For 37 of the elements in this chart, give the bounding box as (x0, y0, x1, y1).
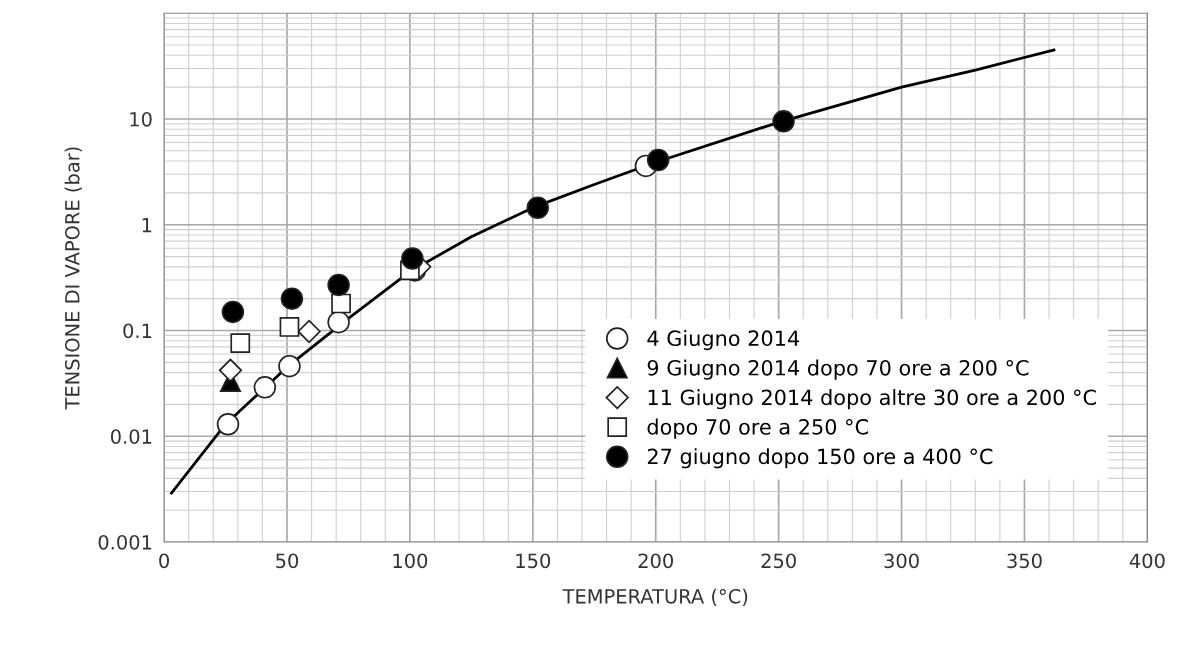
point (526, 196, 549, 219)
legend-label: 9 Giugno 2014 dopo 70 ore a 200 °C (647, 359, 1029, 380)
x-tick-label: 50 (276, 553, 299, 569)
x-tick-label: 400 (1129, 553, 1165, 569)
point (278, 354, 301, 378)
point (297, 319, 321, 344)
point (279, 317, 300, 337)
x-tick-label: 250 (761, 553, 796, 569)
y-axis-title: TENSIONE DI VAPORE (bar) (64, 147, 82, 410)
point (646, 148, 670, 172)
point (401, 247, 424, 270)
x-tick-label: 300 (884, 553, 919, 569)
y-tick-label: 0.001 (98, 534, 152, 550)
legend-label: 4 Giugno 2014 (647, 329, 800, 351)
x-axis-title: TEMPERATURA (°C) (562, 588, 748, 606)
point (772, 110, 795, 133)
point (218, 358, 243, 382)
point (221, 300, 245, 324)
y-tick-label: 10 (130, 111, 152, 127)
legend-label: dopo 70 ore a 250 °C (647, 418, 868, 439)
y-tick-label: 1 (142, 217, 152, 233)
point (230, 333, 251, 353)
point (331, 293, 351, 314)
legend-label: 11 Giugno 2014 dopo altre 30 ore a 200 °C (648, 389, 1096, 410)
point (253, 376, 277, 399)
point (327, 310, 350, 334)
y-tick-label: 0.01 (110, 429, 152, 444)
y-tick-label: 0.1 (123, 323, 152, 339)
point (327, 273, 350, 297)
legend-label: 27 giugno dopo 150 ore a 400 °C (647, 448, 993, 469)
point (280, 287, 304, 310)
x-tick-label: 0 (159, 553, 169, 569)
x-tick-label: 100 (393, 553, 428, 569)
x-tick-label: 200 (638, 553, 673, 569)
x-tick-label: 150 (516, 553, 551, 569)
x-tick-label: 350 (1007, 553, 1042, 569)
point (216, 412, 240, 436)
